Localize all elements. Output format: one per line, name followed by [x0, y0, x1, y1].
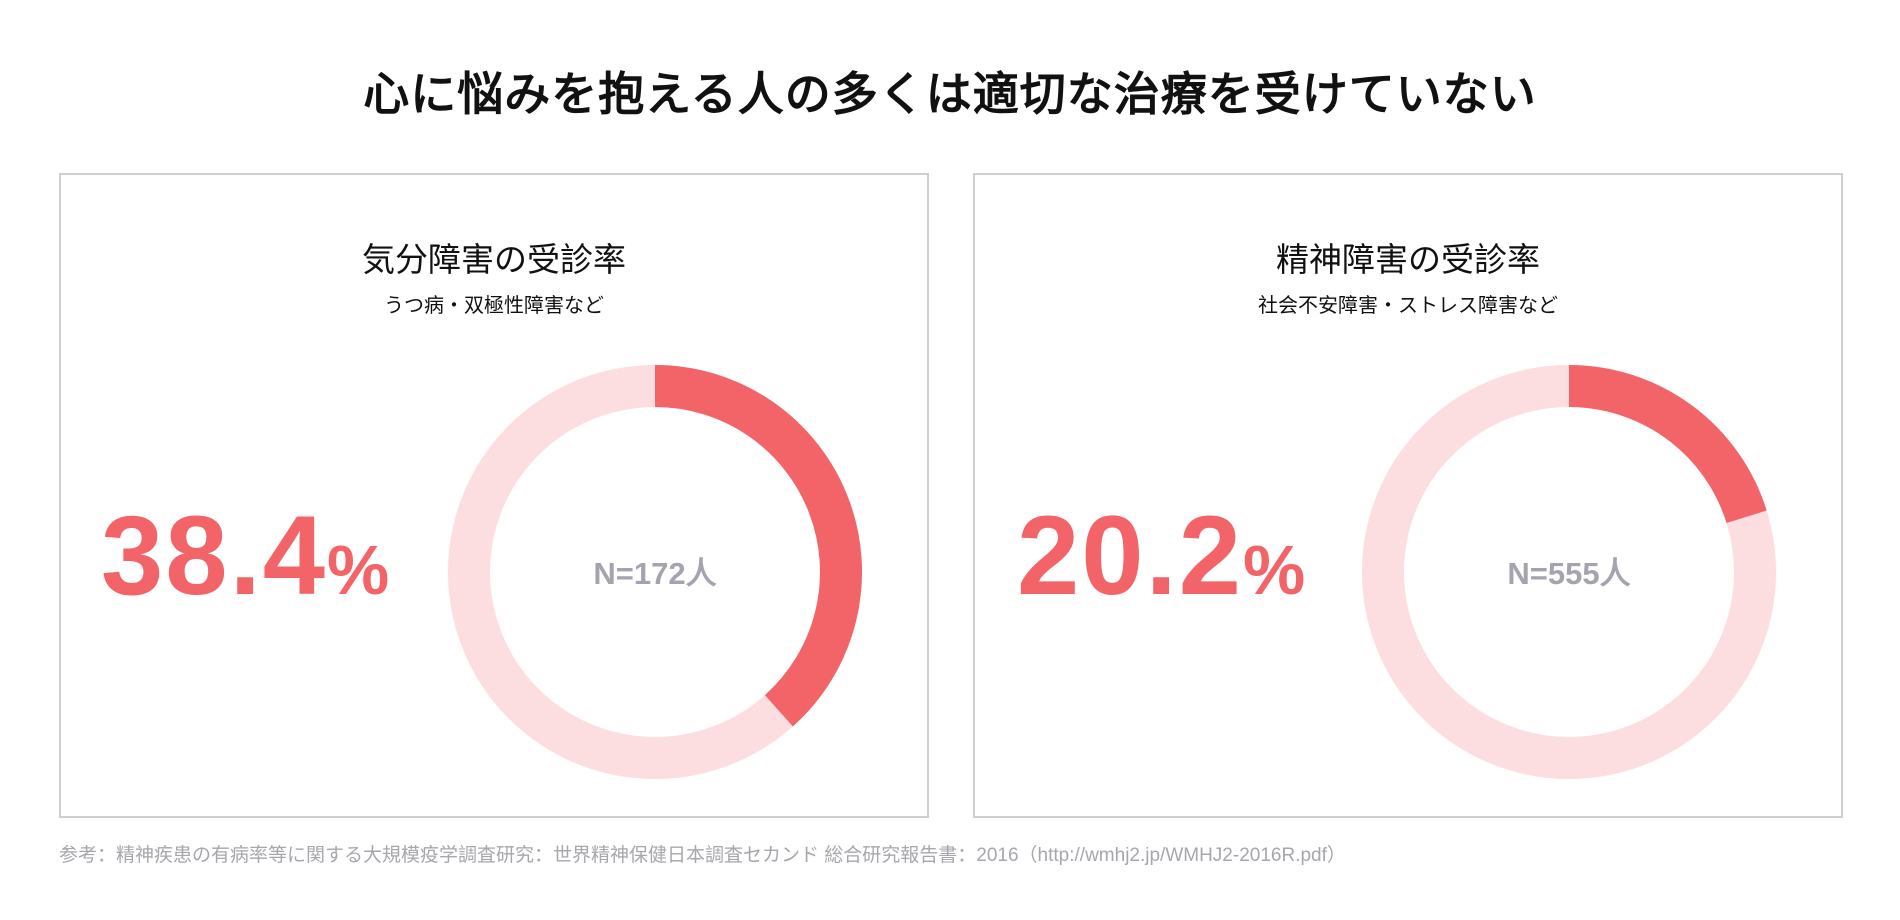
percent-label: 38.4% [101, 500, 391, 612]
percent-unit: % [326, 531, 392, 609]
chart-title: 気分障害の受診率 [362, 241, 626, 278]
chart-title: 精神障害の受診率 [1276, 241, 1540, 278]
donut-chart: N=555人 [1362, 365, 1776, 779]
percent-value: 20.2 [1017, 493, 1243, 618]
percent-value: 38.4 [101, 493, 327, 618]
chart-subtitle: 社会不安障害・ストレス障害など [1258, 295, 1558, 317]
chart-panel-mood-disorders: 気分障害の受診率 うつ病・双極性障害など 38.4% N=172人 [59, 173, 929, 818]
donut-value-arc [1568, 365, 1767, 524]
chart-subtitle: うつ病・双極性障害など [384, 295, 604, 317]
sample-size-label: N=172人 [593, 556, 716, 591]
donut-chart: N=172人 [448, 365, 862, 779]
source-footnote: 参考：精神疾患の有病率等に関する大規模疫学調査研究：世界精神保健日本調査セカンド… [59, 845, 1346, 866]
percent-unit: % [1242, 531, 1308, 609]
page-title: 心に悩みを抱える人の多くは適切な治療を受けていない [363, 68, 1537, 120]
chart-panel-mental-disorders: 精神障害の受診率 社会不安障害・ストレス障害など 20.2% N=555人 [973, 173, 1843, 818]
percent-label: 20.2% [1017, 500, 1307, 612]
donut-value-arc [654, 365, 862, 727]
sample-size-label: N=555人 [1507, 556, 1630, 591]
